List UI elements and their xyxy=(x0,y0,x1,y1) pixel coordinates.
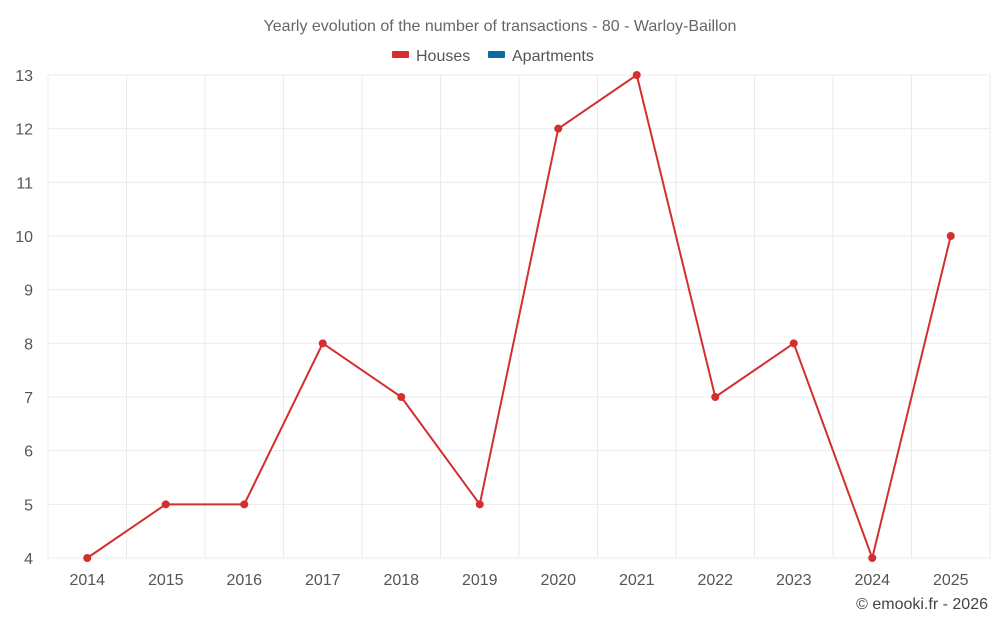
legend: Houses Apartments xyxy=(392,48,594,65)
y-tick-label: 12 xyxy=(15,122,33,139)
x-tick-label: 2015 xyxy=(148,572,184,589)
legend-item-apartments[interactable]: Apartments xyxy=(488,48,594,65)
y-tick-label: 4 xyxy=(24,551,33,568)
legend-item-houses[interactable]: Houses xyxy=(392,48,470,65)
x-axis: 2014 2015 2016 2017 2018 2019 2020 2021 2022 2023… xyxy=(69,572,968,589)
y-tick-label: 9 xyxy=(24,283,33,300)
legend-label-apartments: Apartments xyxy=(512,48,594,65)
grid-lines xyxy=(47,74,991,559)
series-line-houses xyxy=(86,74,952,559)
x-tick-label: 2023 xyxy=(776,572,812,589)
data-point-houses[interactable] xyxy=(161,500,170,509)
legend-swatch-houses xyxy=(392,51,409,58)
data-point-houses[interactable] xyxy=(946,232,955,240)
data-point-houses[interactable] xyxy=(475,500,484,509)
x-tick-label: 2019 xyxy=(462,572,498,589)
x-tick-label: 2018 xyxy=(383,572,419,589)
data-point-houses[interactable] xyxy=(711,393,720,401)
series-houses xyxy=(83,71,955,562)
y-tick-label: 7 xyxy=(24,390,33,407)
data-point-houses[interactable] xyxy=(240,500,249,509)
data-point-houses[interactable] xyxy=(868,554,877,562)
y-tick-label: 6 xyxy=(24,444,33,461)
data-point-houses[interactable] xyxy=(789,339,798,348)
x-tick-label: 2024 xyxy=(854,572,890,589)
y-tick-label: 11 xyxy=(16,175,33,192)
credit-text: © emooki.fr - 2026 xyxy=(856,596,988,613)
x-tick-label: 2020 xyxy=(540,572,576,589)
legend-label-houses: Houses xyxy=(416,48,470,65)
y-axis: 4 5 6 7 8 9 10 11 12 13 xyxy=(15,68,33,568)
data-point-houses[interactable] xyxy=(83,554,92,562)
data-point-houses[interactable] xyxy=(397,393,406,401)
x-tick-label: 2016 xyxy=(226,572,262,589)
x-tick-label: 2022 xyxy=(697,572,733,589)
y-tick-label: 8 xyxy=(24,336,33,353)
x-tick-label: 2017 xyxy=(305,572,341,589)
x-tick-label: 2025 xyxy=(933,572,969,589)
x-tick-label: 2021 xyxy=(619,572,655,589)
y-tick-label: 10 xyxy=(15,229,33,246)
y-tick-label: 5 xyxy=(24,497,33,514)
x-tick-label: 2014 xyxy=(69,572,105,589)
data-point-houses[interactable] xyxy=(632,71,641,79)
chart-title: Yearly evolution of the number of transa… xyxy=(264,18,737,35)
legend-swatch-apartments xyxy=(488,51,505,58)
y-tick-label: 13 xyxy=(15,68,33,85)
data-point-houses[interactable] xyxy=(318,339,327,348)
data-point-houses[interactable] xyxy=(554,124,563,133)
